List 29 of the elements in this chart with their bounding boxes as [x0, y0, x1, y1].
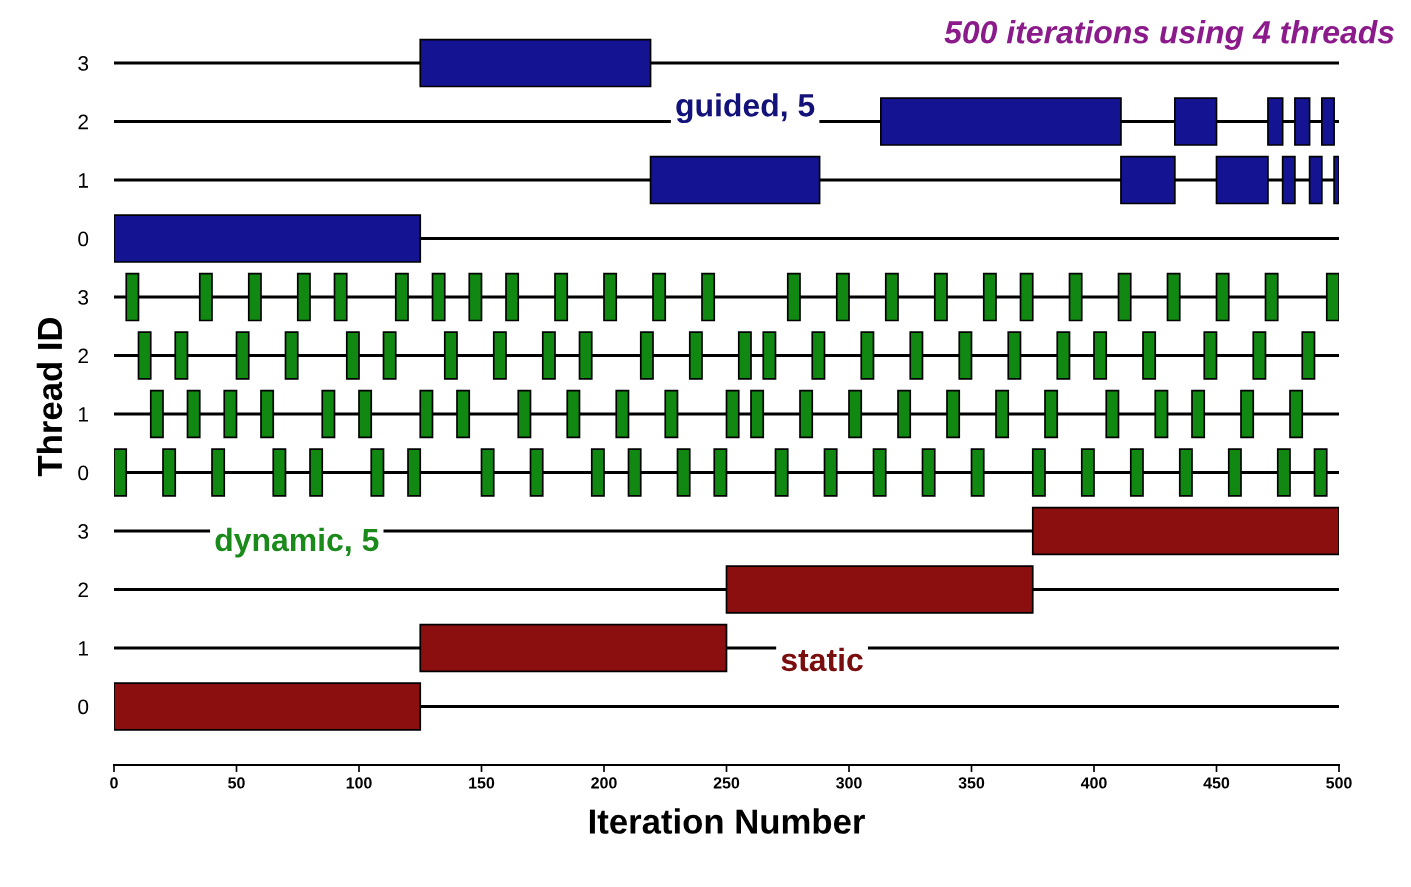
- y-tick-label: 2: [78, 114, 88, 130]
- y-tick-label: 0: [78, 465, 89, 481]
- y-tick-label: 1: [79, 407, 88, 422]
- y-axis-title: Thread ID: [36, 317, 63, 477]
- annotation: static: [781, 647, 863, 672]
- x-tick-label: 350: [958, 777, 985, 789]
- x-tick-label: 200: [591, 777, 617, 789]
- chart-title: 500 iterations using 4 threads: [944, 20, 1394, 50]
- y-tick-label: 0: [78, 231, 89, 247]
- x-tick-label: 300: [836, 777, 862, 789]
- y-tick-label: 2: [78, 348, 88, 364]
- y-tick-label: 0: [78, 699, 89, 715]
- y-tick-label: 3: [78, 56, 89, 71]
- x-tick-label: 150: [469, 777, 495, 789]
- y-tick-label: 3: [78, 290, 89, 305]
- x-tick-label: 450: [1203, 777, 1230, 789]
- y-tick-label: 3: [78, 524, 89, 539]
- x-tick-label: 50: [228, 777, 245, 789]
- y-tick-label: 1: [79, 173, 88, 188]
- annotation: guided, 5: [676, 93, 815, 124]
- x-tick-label: 500: [1326, 777, 1352, 789]
- x-tick-label: 250: [713, 777, 740, 789]
- y-tick-label: 2: [78, 582, 88, 598]
- x-tick-label: 0: [110, 777, 118, 789]
- x-tick-label: 100: [346, 777, 372, 789]
- y-tick-label: 1: [79, 641, 88, 656]
- x-tick-label: 400: [1080, 777, 1107, 789]
- x-axis-title: Iteration Number: [589, 808, 865, 834]
- annotation: dynamic, 5: [215, 527, 379, 558]
